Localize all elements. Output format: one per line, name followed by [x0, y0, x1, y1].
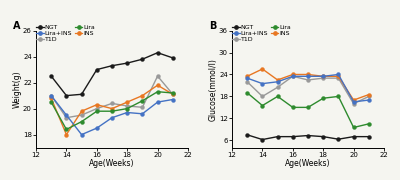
Text: B: B	[209, 21, 216, 31]
Legend: NGT, Lira+INS, T1D, Lira, INS: NGT, Lira+INS, T1D, Lira, INS	[36, 24, 95, 42]
X-axis label: Age(Weeks): Age(Weeks)	[89, 159, 135, 168]
X-axis label: Age(Weeks): Age(Weeks)	[285, 159, 331, 168]
Legend: NGT, Lira+INS, T1D, Lira, INS: NGT, Lira+INS, T1D, Lira, INS	[232, 24, 291, 42]
Y-axis label: Weight(g): Weight(g)	[12, 70, 22, 108]
Y-axis label: Glucose(mmol/l): Glucose(mmol/l)	[208, 58, 218, 121]
Text: A: A	[13, 21, 21, 31]
